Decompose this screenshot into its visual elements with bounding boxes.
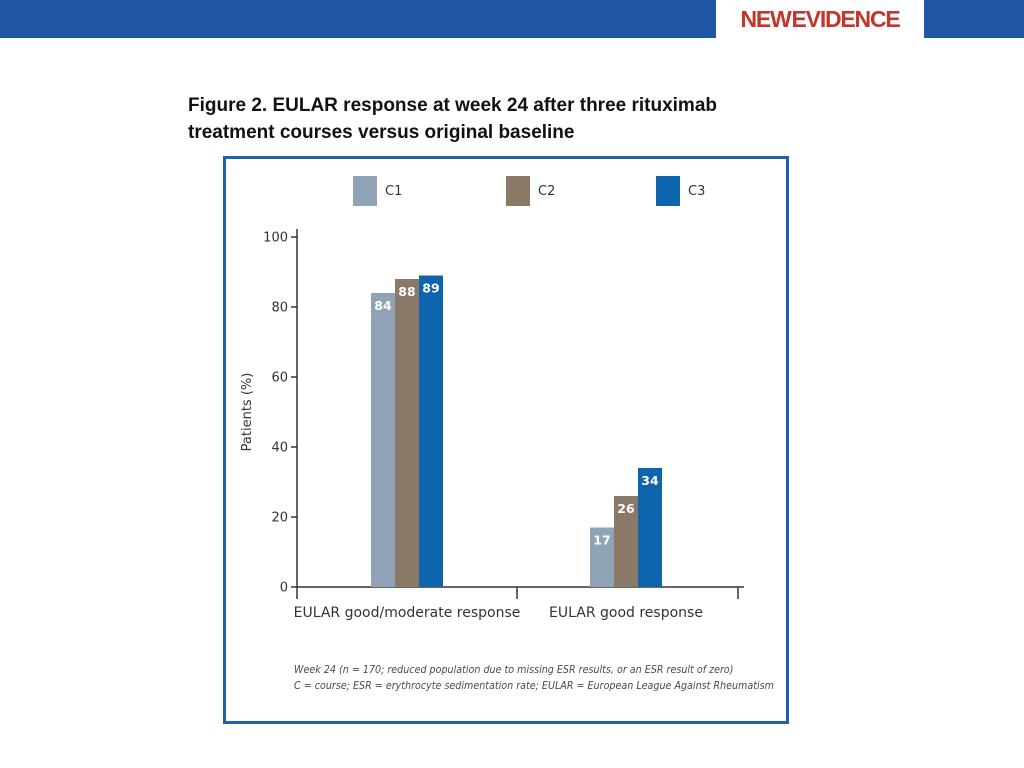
logo-part-a: NEW	[740, 5, 791, 32]
y-tick-label: 100	[263, 231, 288, 246]
bar-value-label: 34	[641, 473, 659, 488]
bar-c2	[614, 496, 638, 587]
x-category-label: EULAR good response	[549, 605, 703, 621]
logo-text: NEWEVIDENCE	[740, 5, 901, 33]
y-tick-label: 40	[271, 441, 288, 456]
chart-footnote: Week 24 (n = 170; reduced population due…	[294, 662, 774, 694]
chart-frame: 0 20 40 60 80 100 Patients (%) 84 88 89 EULAR good…	[223, 156, 789, 724]
x-category-label: EULAR good/moderate response	[294, 605, 521, 621]
legend-swatch-c1	[353, 176, 377, 206]
bar-c3	[419, 275, 443, 587]
bar-value-label: 88	[398, 284, 415, 299]
legend-swatch-c3	[656, 176, 680, 206]
y-axis-label: Patients (%)	[240, 373, 255, 452]
figure-title: Figure 2. EULAR response at week 24 afte…	[188, 95, 718, 143]
bar-value-label: 89	[422, 281, 439, 296]
bar-c1	[590, 527, 614, 587]
y-tick-label: 0	[280, 581, 288, 596]
legend-label-c1: C1	[385, 184, 402, 199]
y-tick-label: 80	[271, 301, 288, 316]
legend-label-c3: C3	[688, 184, 705, 199]
y-tick-label: 20	[271, 511, 288, 526]
logo-part-b: EVIDENCE	[791, 5, 901, 32]
bar-value-label: 17	[593, 533, 610, 548]
bar-value-label: 26	[617, 501, 635, 516]
y-tick-label: 60	[271, 371, 288, 386]
legend-label-c2: C2	[538, 184, 555, 199]
legend-swatch-c2	[506, 176, 530, 206]
bar-c2	[395, 279, 419, 587]
footnote-line-1: Week 24 (n = 170; reduced population due…	[294, 664, 734, 676]
bar-c1	[371, 293, 395, 587]
bar-value-label: 84	[374, 298, 392, 313]
brand-logo: NEWEVIDENCE	[716, 0, 924, 38]
bar-chart: 0 20 40 60 80 100 Patients (%) 84 88 89 EULAR good…	[240, 176, 744, 621]
footnote-line-2: C = course; ESR = erythrocyte sedimentat…	[294, 680, 774, 692]
bar-c3	[638, 468, 662, 587]
